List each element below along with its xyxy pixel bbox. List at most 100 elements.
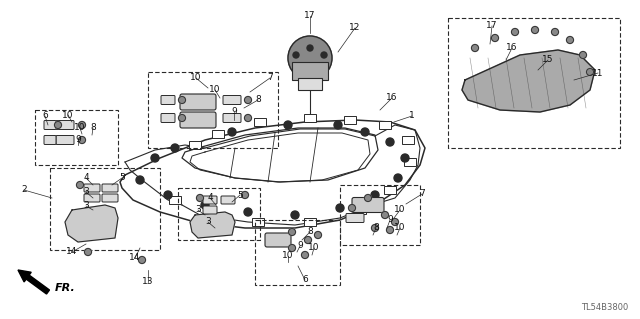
Circle shape <box>179 97 186 103</box>
FancyBboxPatch shape <box>352 197 384 212</box>
FancyBboxPatch shape <box>223 95 241 105</box>
Circle shape <box>244 97 252 103</box>
Circle shape <box>241 191 248 198</box>
Circle shape <box>77 182 83 189</box>
Text: 10: 10 <box>209 85 221 94</box>
Text: TL54B3800: TL54B3800 <box>580 303 628 312</box>
Text: 5: 5 <box>119 174 125 182</box>
Circle shape <box>196 195 204 202</box>
Bar <box>354 206 366 214</box>
Circle shape <box>84 249 92 256</box>
Circle shape <box>314 232 321 239</box>
Text: 10: 10 <box>394 224 406 233</box>
Circle shape <box>387 226 394 234</box>
Bar <box>384 186 396 194</box>
FancyBboxPatch shape <box>44 121 56 130</box>
Text: 9: 9 <box>297 241 303 250</box>
Circle shape <box>321 52 327 58</box>
Text: 10: 10 <box>62 110 74 120</box>
Bar <box>50 168 160 250</box>
Text: 14: 14 <box>129 254 141 263</box>
Circle shape <box>394 174 402 182</box>
Circle shape <box>79 122 86 129</box>
FancyArrow shape <box>18 270 49 294</box>
Circle shape <box>164 191 172 199</box>
Text: 10: 10 <box>190 73 202 83</box>
FancyBboxPatch shape <box>56 136 74 145</box>
Text: 7: 7 <box>267 73 273 83</box>
Bar <box>292 62 328 80</box>
Text: 10: 10 <box>74 123 86 132</box>
Circle shape <box>371 191 379 199</box>
Text: 9: 9 <box>231 108 237 116</box>
Polygon shape <box>65 205 118 242</box>
Bar <box>304 218 316 226</box>
Circle shape <box>492 34 499 41</box>
Circle shape <box>151 154 159 162</box>
Bar <box>448 18 620 148</box>
Text: 17: 17 <box>486 21 498 31</box>
Text: 10: 10 <box>282 251 294 261</box>
Text: 9: 9 <box>75 136 81 145</box>
Circle shape <box>531 26 538 33</box>
Circle shape <box>472 44 479 51</box>
FancyBboxPatch shape <box>56 121 74 130</box>
FancyBboxPatch shape <box>44 136 56 145</box>
FancyBboxPatch shape <box>84 194 100 202</box>
FancyBboxPatch shape <box>221 196 235 204</box>
Bar <box>298 78 322 90</box>
Circle shape <box>136 176 144 184</box>
Circle shape <box>244 115 252 122</box>
Text: 2: 2 <box>21 186 27 195</box>
Text: 4: 4 <box>83 174 89 182</box>
Text: 10: 10 <box>308 243 320 253</box>
Text: 3: 3 <box>83 202 89 211</box>
Bar <box>204 208 216 216</box>
Circle shape <box>401 154 409 162</box>
Bar <box>169 196 181 204</box>
Polygon shape <box>462 50 595 112</box>
FancyBboxPatch shape <box>223 114 241 122</box>
Text: 12: 12 <box>349 24 361 33</box>
Bar <box>344 116 356 124</box>
Circle shape <box>201 201 209 209</box>
Text: 14: 14 <box>67 248 77 256</box>
Bar <box>189 141 201 149</box>
Text: 15: 15 <box>542 56 554 64</box>
FancyBboxPatch shape <box>161 95 175 105</box>
Circle shape <box>228 128 236 136</box>
Circle shape <box>289 244 296 251</box>
Circle shape <box>79 137 86 144</box>
Bar <box>404 158 416 166</box>
FancyBboxPatch shape <box>180 94 216 110</box>
Circle shape <box>171 144 179 152</box>
FancyBboxPatch shape <box>102 184 118 192</box>
Bar <box>178 188 260 240</box>
Circle shape <box>289 228 296 235</box>
Circle shape <box>284 121 292 129</box>
Bar <box>35 110 118 165</box>
Circle shape <box>138 256 145 263</box>
Text: 8: 8 <box>255 95 261 105</box>
Bar <box>254 118 266 126</box>
Text: 9: 9 <box>387 216 393 225</box>
Text: 3: 3 <box>83 188 89 197</box>
FancyBboxPatch shape <box>180 112 216 128</box>
Circle shape <box>305 236 312 243</box>
Circle shape <box>552 28 559 35</box>
Circle shape <box>349 204 355 211</box>
Bar <box>255 220 340 285</box>
Polygon shape <box>190 212 235 238</box>
Text: 10: 10 <box>394 205 406 214</box>
Text: 16: 16 <box>387 93 397 102</box>
Circle shape <box>307 45 313 51</box>
Bar <box>212 130 224 138</box>
Circle shape <box>179 115 186 122</box>
Bar <box>379 121 391 129</box>
Text: FR.: FR. <box>55 283 76 293</box>
Text: 5: 5 <box>237 190 243 199</box>
Bar <box>304 114 316 122</box>
Text: 17: 17 <box>304 11 316 20</box>
FancyBboxPatch shape <box>84 184 100 192</box>
FancyBboxPatch shape <box>203 196 217 204</box>
